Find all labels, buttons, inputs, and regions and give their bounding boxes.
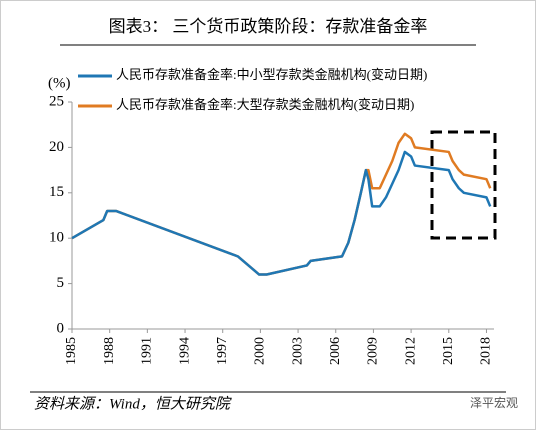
legend-label: 人民币存款准备金率:大型存款类金融机构(变动日期) <box>116 97 414 112</box>
x-tick-label: 1988 <box>102 337 117 365</box>
legend-label: 人民币存款准备金率:中小型存款类金融机构(变动日期) <box>116 67 427 82</box>
y-tick-label: 25 <box>49 93 64 109</box>
watermark: 泽平宏观 <box>470 395 518 410</box>
x-tick-label: 2012 <box>403 337 418 365</box>
y-tick-label: 15 <box>49 184 64 200</box>
chart-title: 图表3： 三个货币政策阶段：存款准备金率 <box>109 17 428 36</box>
x-tick-label: 2003 <box>290 337 305 365</box>
x-tick-label: 2006 <box>328 337 343 365</box>
highlight-box <box>430 130 497 240</box>
x-tick-label: 2000 <box>253 337 268 365</box>
source: 资料来源：Wind，恒大研究院 <box>34 395 232 412</box>
x-tick-label: 1985 <box>64 337 79 365</box>
x-tick-label: 2015 <box>441 337 456 365</box>
y-tick-label: 5 <box>57 275 65 291</box>
series-line <box>71 150 492 276</box>
y-tick-label: 10 <box>49 230 64 246</box>
x-tick-label: 1997 <box>215 337 230 365</box>
x-tick-label: 2018 <box>479 337 494 365</box>
x-tick-label: 2009 <box>366 337 381 365</box>
x-tick-label: 1991 <box>140 337 155 365</box>
y-tick-label: 20 <box>49 139 64 155</box>
y-axis-label: (%) <box>48 75 71 91</box>
x-tick-label: 1994 <box>177 337 192 365</box>
y-tick-label: 0 <box>57 320 65 336</box>
